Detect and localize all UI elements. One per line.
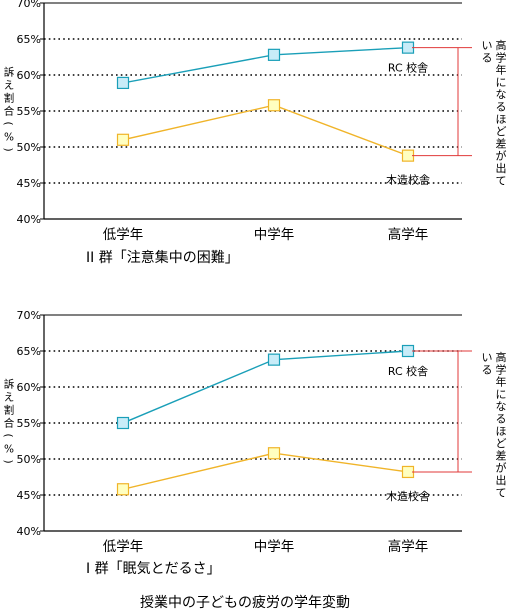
y-axis-label-char: 合: [4, 417, 15, 430]
series-line-2: [122, 104, 409, 157]
y-tick-label: 70%: [17, 309, 41, 322]
series-label: 木造校舎: [386, 173, 430, 187]
annotation-char: 出: [496, 473, 507, 487]
annotation-char: に: [496, 388, 507, 401]
y-axis-label-char: (: [2, 121, 14, 125]
data-point-marker: [401, 149, 415, 162]
x-tick-label: 高学年: [388, 538, 429, 555]
annotation-char: 高: [496, 38, 507, 52]
figure-caption: 授業中の子どもの疲労の学年変動: [140, 595, 350, 611]
x-tick-label: 中学年: [254, 227, 295, 243]
data-point-marker: [267, 48, 281, 61]
annotation-char: る: [482, 363, 493, 376]
annotation-char: い: [482, 39, 493, 52]
x-tick-label: 低学年: [103, 227, 144, 243]
x-tick-label: 低学年: [103, 539, 144, 555]
annotation-char: 学: [496, 50, 507, 64]
y-axis-label-char: 割: [4, 92, 15, 105]
annotation-char: 差: [496, 136, 507, 150]
annotation-char: 学: [496, 362, 507, 376]
data-point-marker: [116, 133, 130, 146]
data-point-marker: [267, 447, 281, 460]
annotation-char: 高: [496, 350, 507, 364]
data-point-marker: [267, 353, 281, 366]
annotation-char: る: [482, 51, 493, 64]
annotation-char: が: [496, 461, 507, 475]
annotation-char: が: [496, 149, 507, 163]
data-point-marker: [267, 99, 281, 112]
x-tick-label: 中学年: [254, 539, 295, 555]
y-tick-label: 60%: [17, 69, 41, 82]
data-point-marker: [116, 76, 130, 90]
annotation-char: る: [496, 101, 507, 114]
annotation-char: 年: [496, 63, 507, 77]
annotation-char: ど: [496, 125, 507, 138]
y-axis-label-char: 合: [4, 105, 15, 118]
annotation-char: 差: [496, 448, 507, 462]
y-tick-label: 50%: [17, 453, 41, 466]
annotation-char: る: [496, 413, 507, 426]
x-tick-label: 高学年: [388, 226, 429, 243]
y-axis-label-char: ): [2, 459, 14, 463]
annotation-char: ど: [496, 437, 507, 450]
series-label: 木造校舎: [386, 489, 430, 503]
y-tick-label: 65%: [17, 33, 41, 46]
y-axis-label-char: ): [2, 147, 14, 151]
y-tick-label: 45%: [17, 177, 41, 190]
y-axis-label-char: %: [4, 444, 14, 456]
data-point-marker: [116, 416, 130, 430]
annotation-char: い: [482, 351, 493, 364]
chart-caption: I 群「眠気とだるさ」: [86, 561, 221, 577]
y-axis-label-char: 割: [4, 404, 15, 417]
y-axis-label-char: (: [2, 433, 14, 437]
annotation-char: に: [496, 76, 507, 89]
chart-caption: II 群「注意集中の困難」: [86, 249, 239, 266]
y-axis-label-char: %: [4, 132, 14, 144]
annotation-char: 出: [496, 161, 507, 175]
y-axis-label-char: 訴: [4, 378, 15, 391]
annotation-char: ほ: [496, 113, 507, 126]
annotation-char: な: [496, 400, 507, 413]
data-point-marker: [116, 483, 130, 496]
y-tick-label: 55%: [17, 417, 41, 430]
y-tick-label: 40%: [17, 525, 41, 538]
data-point-marker: [401, 344, 415, 358]
annotation-char: 年: [496, 375, 507, 389]
y-axis-label-char: え: [4, 392, 15, 404]
y-tick-label: 40%: [17, 213, 41, 226]
annotation-char: ほ: [496, 425, 507, 438]
y-tick-label: 45%: [17, 489, 41, 502]
annotation-char: て: [496, 486, 507, 499]
series-label: RC 校舎: [388, 61, 428, 75]
annotation-char: な: [496, 88, 507, 101]
y-axis-label-char: え: [4, 80, 15, 92]
series-label: RC 校舎: [388, 364, 428, 378]
y-tick-label: 55%: [17, 105, 41, 118]
y-tick-label: 50%: [17, 141, 41, 154]
y-tick-label: 60%: [17, 381, 41, 394]
annotation-char: て: [496, 174, 507, 187]
data-point-marker: [401, 41, 415, 54]
y-tick-label: 70%: [17, 0, 41, 10]
data-point-marker: [401, 465, 415, 479]
series-line-1: [122, 46, 409, 84]
y-tick-label: 65%: [17, 345, 41, 358]
y-axis-label-char: 訴: [4, 66, 15, 79]
